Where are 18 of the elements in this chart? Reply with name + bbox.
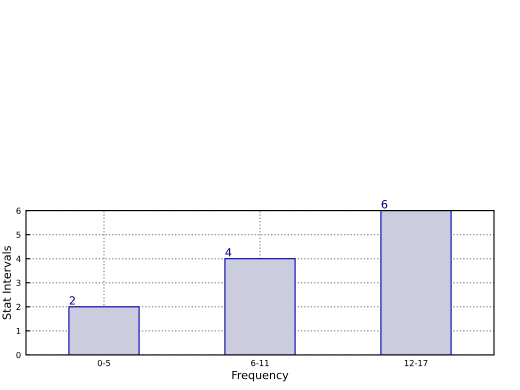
y-axis-title: Stat Intervals xyxy=(2,246,11,320)
y-tick-label: 3 xyxy=(16,280,20,286)
data-label: 6 xyxy=(382,200,388,208)
data-label: 2 xyxy=(70,296,75,304)
x-tick-label: 6-11 xyxy=(251,360,269,366)
x-tick-label: 0-5 xyxy=(98,360,110,366)
y-tick-label: 5 xyxy=(16,232,20,238)
y-tick-label: 1 xyxy=(16,328,20,334)
data-label: 4 xyxy=(225,248,232,256)
bar xyxy=(224,258,296,355)
x-tick-label: 12-17 xyxy=(404,360,428,366)
bar xyxy=(68,306,140,355)
y-tick-label: 2 xyxy=(16,304,20,310)
y-tick-label: 6 xyxy=(16,208,21,214)
y-tick-label: 0 xyxy=(16,352,21,358)
y-tick-label: 4 xyxy=(16,256,21,262)
bar xyxy=(380,210,452,355)
x-axis-title: Frequency xyxy=(232,370,288,382)
